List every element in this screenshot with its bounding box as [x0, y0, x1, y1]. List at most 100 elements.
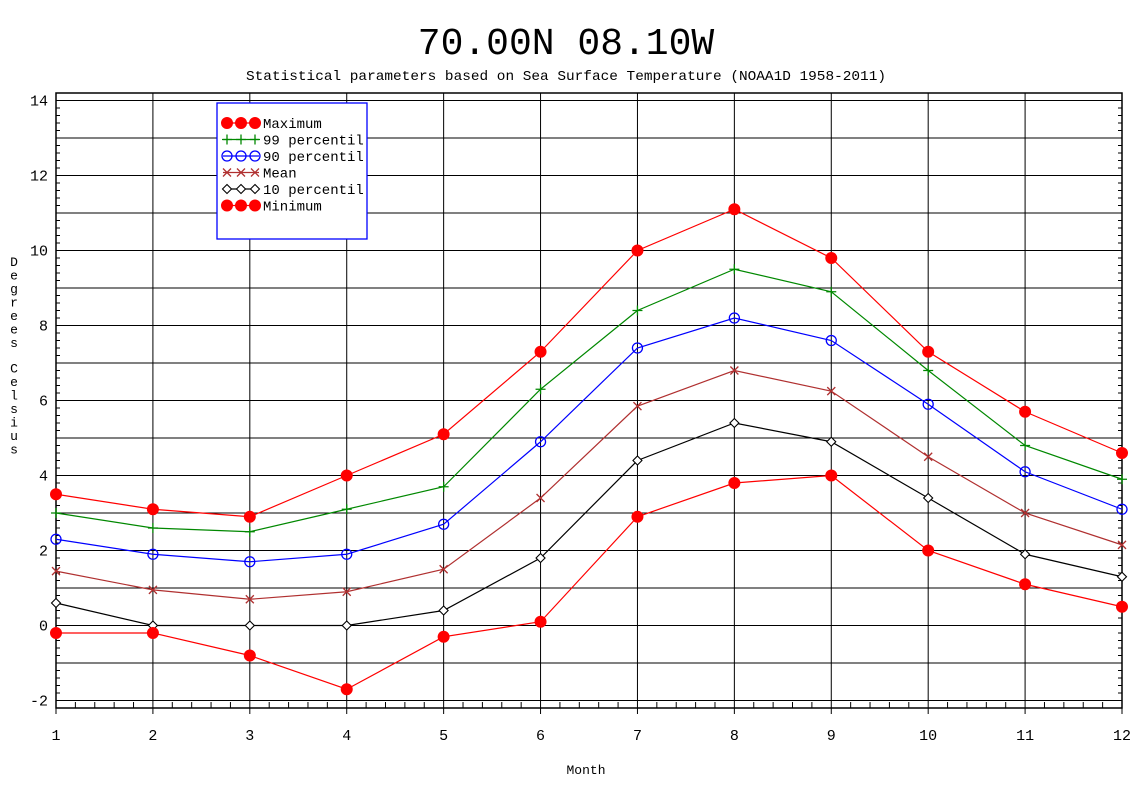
x-tick-label: 10 [919, 728, 937, 745]
legend-marker [250, 134, 260, 145]
data-point [341, 620, 353, 631]
data-point [729, 366, 739, 375]
data-point [826, 386, 836, 396]
data-point [922, 544, 935, 557]
data-point [1020, 440, 1031, 451]
data-point [922, 398, 934, 410]
series-layer [50, 203, 1128, 696]
data-point [535, 552, 546, 564]
data-point [535, 384, 546, 395]
data-point [631, 342, 644, 354]
legend-label: Mean [263, 167, 297, 183]
series-2 [50, 312, 1128, 568]
y-axis-label-char: s [10, 402, 18, 417]
y-axis-label-char: e [10, 309, 18, 324]
data-point [534, 345, 547, 358]
y-axis-label-char: g [10, 282, 18, 297]
legend-marker [236, 168, 246, 177]
data-point [50, 488, 62, 501]
data-point [146, 627, 159, 639]
y-axis-label-char: s [10, 443, 18, 458]
data-point [148, 585, 158, 595]
data-point [825, 436, 837, 448]
legend-marker [235, 199, 247, 212]
y-axis-label-char: s [10, 336, 18, 351]
legend-marker [249, 150, 261, 162]
legend-marker [236, 134, 246, 145]
legend-marker [221, 199, 233, 212]
data-point [1116, 600, 1128, 613]
data-point [825, 469, 838, 482]
data-point [341, 504, 352, 515]
legend-label: 10 percentil [263, 183, 364, 199]
data-point [1019, 405, 1032, 418]
data-point [244, 526, 255, 537]
series-3 [51, 366, 1127, 604]
legend-entry: Mean [222, 167, 297, 183]
y-axis-label-char: r [10, 296, 18, 311]
series-5 [50, 469, 1128, 696]
series-line [55, 369, 1123, 600]
series-1 [51, 264, 1127, 537]
legend-marker [249, 117, 261, 129]
x-tick-label: 3 [245, 728, 254, 745]
data-point [534, 436, 547, 448]
data-point [244, 556, 256, 568]
y-axis-label-char: u [10, 429, 18, 444]
y-tick-label: -2 [30, 694, 48, 711]
legend-entry: 99 percentil [222, 134, 364, 150]
data-point [536, 493, 546, 503]
data-point [342, 587, 352, 597]
data-point [439, 564, 449, 574]
legend-label: Minimum [263, 200, 322, 216]
x-tick-label: 12 [1113, 728, 1131, 745]
legend-marker [235, 117, 247, 129]
data-point [1116, 571, 1128, 583]
legend-entry: 10 percentil [221, 183, 364, 199]
data-point [729, 417, 740, 429]
data-point [437, 630, 450, 643]
data-point [437, 428, 450, 441]
data-point [244, 620, 256, 631]
series-line [55, 422, 1123, 627]
y-axis-label-char: l [10, 389, 18, 404]
y-axis-label-char: e [10, 323, 18, 338]
data-point [51, 508, 61, 518]
legend-entry: 90 percentil [221, 150, 364, 166]
data-point [50, 533, 62, 545]
data-point [922, 492, 934, 504]
y-axis-label-char: e [10, 375, 18, 390]
y-axis-label-char: i [10, 416, 18, 431]
x-tick-label: 4 [342, 728, 351, 745]
legend-entry: Maximum [221, 117, 322, 133]
data-point [1116, 503, 1128, 515]
legend-marker [250, 168, 260, 177]
y-axis-label-char: e [10, 269, 18, 284]
data-point [632, 401, 642, 411]
data-point [1020, 508, 1030, 518]
data-point [146, 503, 159, 516]
data-point [1019, 548, 1031, 560]
data-point [243, 510, 256, 523]
x-axis-label: Month [566, 763, 605, 778]
legend-entry: Minimum [221, 199, 322, 216]
data-point [437, 518, 450, 530]
data-point [438, 481, 449, 492]
data-point [923, 365, 934, 376]
y-tick-label: 6 [39, 394, 48, 411]
legend-marker [221, 117, 233, 129]
data-point [825, 252, 838, 264]
series-line [55, 208, 1123, 518]
chart-subtitle: Statistical parameters based on Sea Surf… [246, 69, 886, 85]
legend-marker [249, 183, 261, 195]
data-point [1019, 578, 1032, 591]
data-point [147, 548, 159, 560]
legend-marker [221, 183, 233, 195]
x-tick-label: 8 [730, 728, 739, 745]
y-tick-label: 0 [39, 619, 48, 636]
data-point [50, 597, 62, 609]
series-line [56, 474, 1123, 690]
x-tick-label: 1 [51, 728, 60, 745]
x-tick-label: 9 [827, 728, 836, 745]
y-axis-label-char: D [10, 255, 18, 270]
